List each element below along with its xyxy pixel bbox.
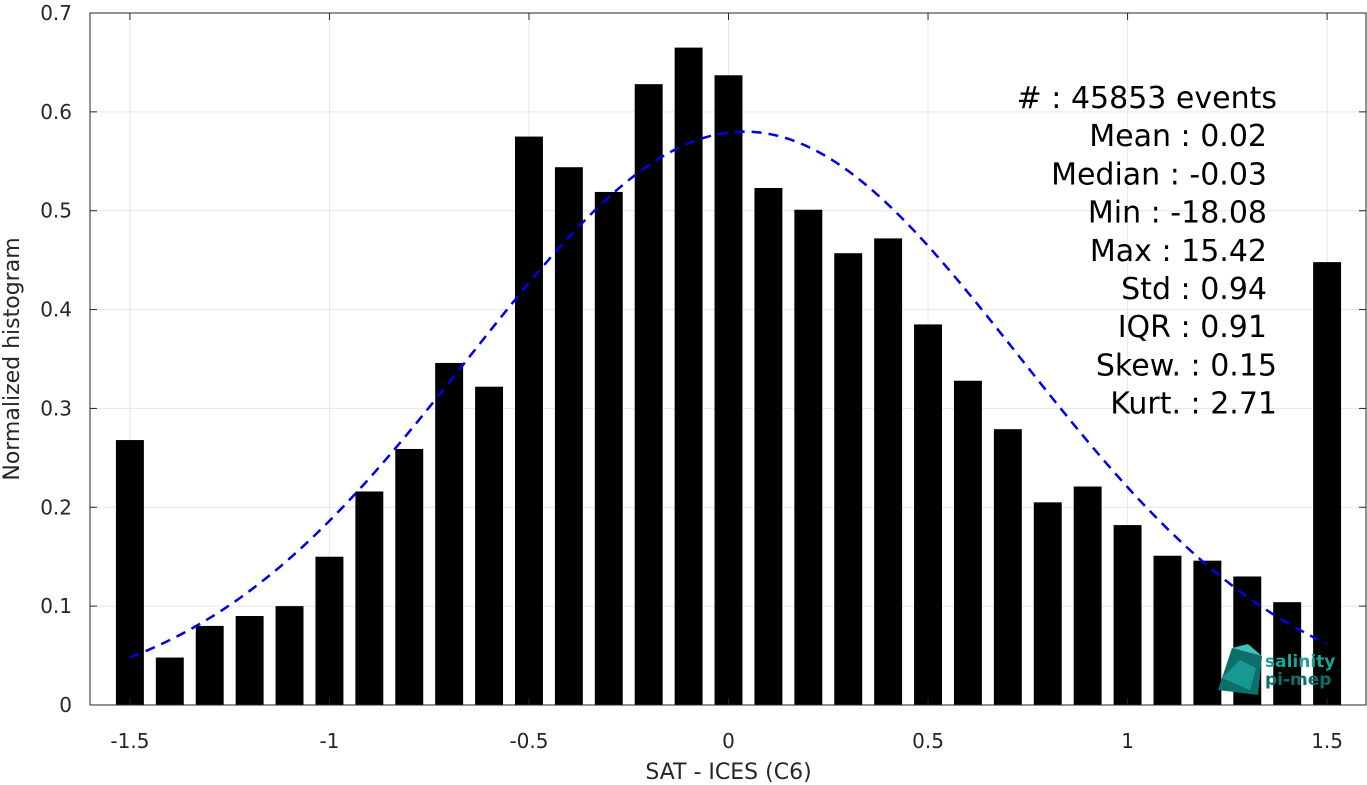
histogram-bar (594, 191, 623, 706)
x-tick-label: -1.5 (110, 729, 149, 753)
histogram-bar (395, 448, 424, 705)
histogram-bar (794, 209, 823, 705)
logo-text-salinity: salinity (1265, 652, 1335, 672)
histogram-bar (754, 187, 783, 705)
histogram-bar (1273, 602, 1302, 705)
histogram-bar (1033, 502, 1062, 705)
histogram-bar (674, 47, 703, 706)
stat-line: # : 45853 events (1017, 81, 1277, 116)
histogram-bar (115, 440, 144, 705)
histogram-bar (1153, 555, 1182, 705)
histogram-bar (355, 491, 384, 705)
histogram-bar (235, 616, 264, 705)
logo-text-pimep: pi-mep (1265, 670, 1331, 690)
x-tick-label: -1 (319, 729, 339, 753)
stat-line: Min : -18.08 (1088, 196, 1267, 231)
stat-line: Max : 15.42 (1090, 234, 1267, 269)
histogram-bar (515, 136, 543, 706)
y-tick-label: 0.5 (40, 199, 72, 223)
x-tick-label: -0.5 (509, 729, 548, 753)
histogram-bar (634, 84, 663, 706)
histogram-bar (195, 625, 224, 705)
x-tick-label: 0 (722, 729, 735, 753)
y-tick-label: 0 (59, 693, 72, 717)
x-tick-label: 0.5 (912, 729, 944, 753)
x-tick-label: 1.5 (1311, 729, 1343, 753)
histogram-bar (1193, 560, 1222, 705)
stat-line: IQR : 0.91 (1118, 310, 1267, 345)
salinity-pimep-logo: salinity pi-mep (1218, 644, 1335, 695)
histogram-bar (993, 429, 1022, 705)
histogram-bar (834, 253, 863, 706)
histogram-bar (435, 362, 464, 705)
cube-icon (1218, 644, 1262, 695)
stat-line: Median : -0.03 (1051, 157, 1267, 192)
x-tick-label: 1 (1121, 729, 1134, 753)
histogram-bar (1073, 486, 1102, 705)
y-tick-label: 0.7 (40, 1, 72, 25)
y-tick-label: 0.2 (40, 495, 72, 519)
stat-line: Mean : 0.02 (1089, 119, 1267, 154)
x-axis-title: SAT - ICES (C6) (645, 760, 811, 785)
histogram-bar (315, 556, 344, 705)
y-tick-label: 0.4 (40, 298, 72, 322)
histogram-bar (275, 606, 304, 705)
histogram-bars (115, 47, 1342, 706)
y-tick-label: 0.1 (40, 594, 72, 618)
gaussian-fit-curve (129, 130, 1328, 659)
stat-line: Std : 0.94 (1121, 272, 1267, 307)
stat-line: Skew. : 0.15 (1096, 348, 1277, 383)
stat-line: Kurt. : 2.71 (1110, 387, 1277, 422)
y-axis-ticks: 0 0.1 0.2 0.3 0.4 0.5 0.6 0.7 (40, 1, 1366, 717)
histogram-bar (874, 238, 903, 705)
histogram-bar (554, 167, 583, 705)
histogram-bar (953, 380, 982, 705)
histogram-bar (155, 657, 184, 705)
histogram-bar (914, 324, 942, 705)
histogram-bar (714, 75, 743, 705)
x-axis-ticks: -1.5 -1 -0.5 0 0.5 1 1.5 (110, 13, 1343, 753)
y-tick-label: 0.3 (40, 396, 72, 420)
histogram-bar (1313, 262, 1342, 705)
histogram-bar (1113, 525, 1142, 705)
histogram-bar (475, 386, 504, 705)
y-tick-label: 0.6 (40, 100, 72, 124)
y-axis-title: Normalized histogram (0, 237, 25, 480)
